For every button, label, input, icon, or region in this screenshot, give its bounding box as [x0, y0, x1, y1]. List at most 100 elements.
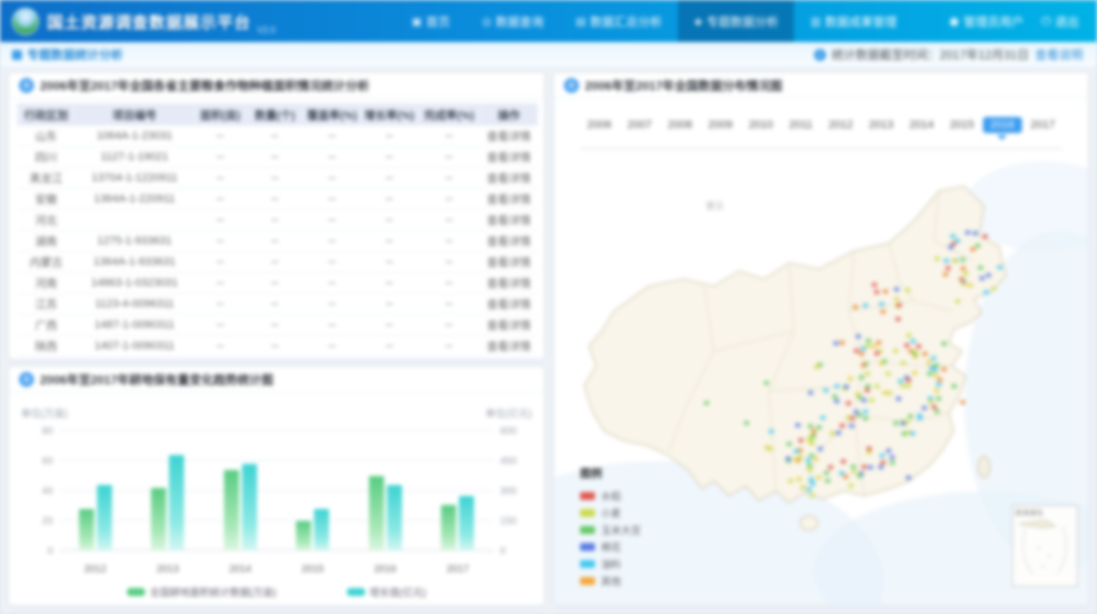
cell-value: --: [246, 230, 304, 252]
map-marker: [960, 400, 966, 405]
legend-item[interactable]: 增长值(亿元): [346, 584, 426, 599]
cell-value: --: [360, 188, 418, 210]
help-link[interactable]: 查看说明: [1034, 48, 1083, 62]
project-code: 1487-1-0090311: [74, 314, 195, 336]
search-icon: ◎: [481, 15, 492, 28]
timeline-year-2011[interactable]: 2011: [788, 119, 813, 131]
table-row: 内蒙古 1364A-1-933631 -- -- -- -- -- 查看详情: [17, 251, 538, 273]
user-menu[interactable]: ◉ 管理员用户: [949, 13, 1024, 30]
timeline-track[interactable]: [580, 148, 1062, 149]
map-marker: [878, 465, 884, 470]
panel-icon: ≣: [564, 78, 579, 93]
legend-item[interactable]: 全国耕地面积统计数据(万亩): [126, 584, 277, 599]
nav-item-专题数据分析[interactable]: ◈ 专题数据分析: [678, 0, 795, 42]
nav-item-数据成果管理[interactable]: ▥ 数据成果管理: [794, 0, 912, 42]
detail-link[interactable]: 查看详情: [480, 167, 538, 189]
cell-value: --: [246, 146, 304, 168]
detail-link[interactable]: 查看详情: [480, 230, 538, 252]
region-link[interactable]: 内蒙古: [17, 251, 75, 273]
map-marker: [970, 247, 976, 252]
map-marker: [874, 351, 880, 356]
detail-link[interactable]: 查看详情: [480, 251, 538, 273]
map-legend-item[interactable]: 其他: [580, 572, 641, 589]
map-legend-item[interactable]: 小麦: [580, 504, 641, 521]
timeline-year-2009[interactable]: 2009: [708, 119, 733, 131]
region-link[interactable]: 广西: [17, 314, 75, 336]
cell-value: --: [360, 209, 418, 231]
cell-value: --: [303, 167, 361, 189]
map-marker: [833, 341, 839, 346]
map-marker: [853, 348, 859, 353]
column-header: 数量(个): [245, 103, 304, 126]
nav-item-数据查询[interactable]: ◎ 数据查询: [466, 0, 560, 42]
detail-link[interactable]: 查看详情: [480, 314, 538, 336]
map-legend-marker: [580, 559, 595, 568]
map-marker: [861, 464, 867, 469]
region-link[interactable]: 山东: [17, 125, 75, 147]
x-axis-label: 2015: [301, 564, 324, 575]
detail-link[interactable]: 查看详情: [480, 293, 538, 315]
folder-icon: ▥: [810, 15, 821, 28]
timeline-year-2008[interactable]: 2008: [667, 119, 693, 131]
cell-value: --: [194, 167, 247, 189]
map-marker: [928, 396, 933, 401]
detail-link[interactable]: 查看详情: [480, 335, 538, 357]
logout-button[interactable]: ⏻ 退出: [1041, 13, 1079, 30]
region-link[interactable]: 河南: [17, 272, 75, 294]
region-link[interactable]: 安徽: [17, 188, 75, 210]
map-legend-label: 水稻: [601, 492, 621, 503]
region-link[interactable]: 江苏: [17, 293, 75, 315]
map-marker: [857, 473, 863, 478]
map-marker: [786, 442, 792, 446]
china-map[interactable]: 蒙古 图例 水稻 小麦 玉米大豆 棉花 油料 其他 南海诸岛: [444, 151, 1097, 614]
detail-link[interactable]: 查看详情: [480, 272, 538, 294]
map-marker: [916, 344, 922, 349]
map-marker: [893, 421, 899, 426]
region-link[interactable]: 湖南: [17, 230, 75, 252]
map-marker: [931, 356, 937, 361]
cell-value: --: [360, 146, 418, 168]
bar-全国耕地面积统计数据(万亩): [223, 470, 239, 551]
chart-legend: 全国耕地面积统计数据(万亩) 增长值(亿元): [9, 584, 544, 599]
region-link[interactable]: 河北: [17, 209, 75, 231]
table-panel-title: 2006年至2017年全国各省主要粮食作物种植面积情况统计分析: [40, 79, 370, 93]
timeline-year-2017[interactable]: 2017: [1030, 119, 1055, 131]
timeline-year-2016[interactable]: 2016: [983, 117, 1022, 133]
timeline-year-2014[interactable]: 2014: [909, 119, 934, 131]
map-legend-item[interactable]: 水稻: [580, 487, 641, 504]
bar-增长值(亿元): [386, 485, 402, 551]
map-marker: [896, 303, 902, 308]
gridline: [59, 520, 494, 521]
detail-link[interactable]: 查看详情: [480, 146, 538, 168]
nav-item-数据汇总分析[interactable]: ▤ 数据汇总分析: [560, 0, 678, 42]
data-table: 行政区划 项目编号 面积(亩) 数量(个) 覆盖率(%) 增长率(%) 完成率(%) 操作 山东…: [16, 103, 539, 357]
detail-link[interactable]: 查看详情: [480, 125, 538, 147]
timeline-year-2012[interactable]: 2012: [828, 119, 853, 131]
timeline-year-2013[interactable]: 2013: [868, 119, 894, 131]
timeline-year-2015[interactable]: 2015: [949, 119, 975, 131]
sea-shape: [444, 461, 884, 614]
map-legend-item[interactable]: 玉米大豆: [580, 521, 641, 538]
map-marker: [860, 346, 866, 351]
map-legend-item[interactable]: 油料: [580, 555, 641, 572]
detail-link[interactable]: 查看详情: [480, 209, 538, 231]
timeline-year-2010[interactable]: 2010: [748, 119, 774, 131]
detail-link[interactable]: 查看详情: [480, 188, 538, 210]
nav-item-首页[interactable]: ▣ 首页: [396, 0, 466, 42]
bar-增长值(亿元): [314, 509, 330, 551]
panel-icon: ≣: [19, 372, 34, 387]
timeline-year-2007[interactable]: 2007: [627, 119, 652, 131]
map-legend-item[interactable]: 棉花: [580, 538, 641, 555]
map-marker: [941, 341, 947, 346]
map-marker: [839, 423, 845, 428]
map-marker: [793, 449, 799, 454]
column-header: 项目编号: [74, 103, 195, 126]
map-marker: [871, 282, 877, 287]
timeline-year-2006[interactable]: 2006: [587, 119, 612, 131]
region-link[interactable]: 四川: [17, 146, 75, 168]
bar-group-2012: [78, 431, 112, 551]
map-legend-items: 水稻 小麦 玉米大豆 棉花 油料 其他: [580, 487, 641, 589]
region-link[interactable]: 陕西: [17, 335, 75, 357]
region-link[interactable]: 黑龙江: [17, 167, 75, 189]
map-marker: [806, 487, 812, 492]
